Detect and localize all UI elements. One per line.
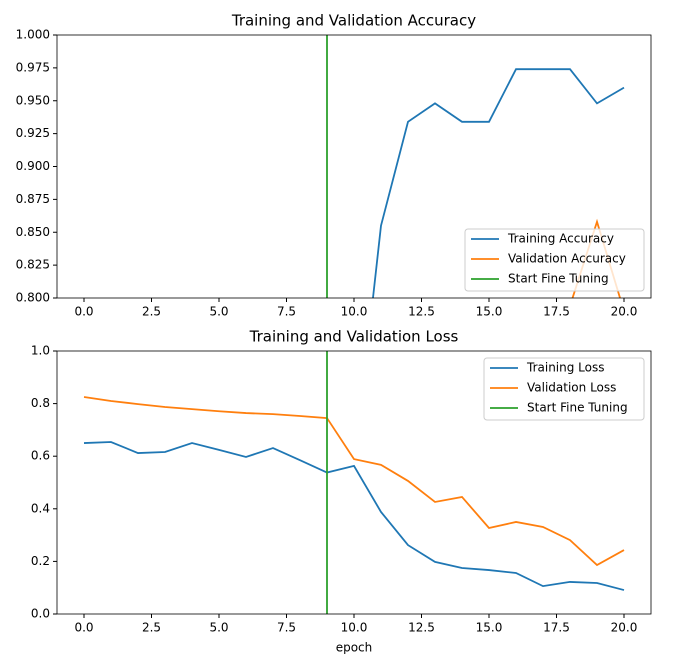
- legend: Training Accuracy Validation Accuracy Star…: [464, 228, 645, 292]
- x-tick-label: 2.5: [142, 621, 161, 635]
- x-tick-label: 17.5: [543, 621, 570, 635]
- x-tick-label: 5.0: [209, 305, 228, 319]
- x-tick-label: 10.0: [341, 305, 368, 319]
- legend-label: Training Accuracy: [507, 232, 614, 246]
- x-tick-label: 7.5: [277, 305, 296, 319]
- x-tick-label: 5.0: [209, 621, 228, 635]
- series-line: [83, 396, 625, 567]
- y-tick-label: 0.975: [16, 60, 50, 74]
- x-tick-label: 0.0: [74, 621, 93, 635]
- x-tick-label: 2.5: [142, 305, 161, 319]
- y-tick-label: 1.000: [16, 28, 50, 42]
- legend-label: Validation Loss: [527, 381, 616, 395]
- y-tick-label: 0.825: [16, 258, 50, 272]
- x-tick-label: 20.0: [611, 305, 638, 319]
- chart-title: Training and Validation Accuracy: [231, 12, 476, 30]
- legend: Training Loss Validation Loss Start Fine T…: [483, 357, 645, 421]
- axes-frame: [56, 350, 652, 615]
- chart-title: Training and Validation Loss: [249, 328, 459, 346]
- x-tick-label: 7.5: [277, 621, 296, 635]
- y-tick-label: 0.950: [16, 93, 50, 107]
- y-tick-label: 0.6: [31, 449, 50, 463]
- x-tick-label: 12.5: [408, 621, 435, 635]
- legend-box: [483, 357, 645, 421]
- y-tick-label: 0.925: [16, 126, 50, 140]
- plot-area: [326, 35, 625, 298]
- y-tick-label: 0.8: [31, 396, 50, 410]
- legend-label: Start Fine Tuning: [508, 272, 609, 286]
- y-tick-label: 0.875: [16, 192, 50, 206]
- x-axis-label: epoch: [336, 641, 373, 655]
- series-line: [372, 68, 625, 298]
- legend-label: Training Loss: [526, 361, 604, 375]
- x-tick-label: 10.0: [341, 621, 368, 635]
- axes-frame: [56, 34, 652, 299]
- x-tick-label: 15.0: [476, 621, 503, 635]
- y-tick-label: 0.850: [16, 225, 50, 239]
- y-tick-label: 0.800: [16, 291, 50, 305]
- x-tick-label: 15.0: [476, 305, 503, 319]
- x-tick-label: 0.0: [74, 305, 93, 319]
- y-tick-label: 0.0: [31, 607, 50, 621]
- y-tick-label: 0.4: [31, 501, 50, 515]
- legend-label: Start Fine Tuning: [527, 401, 628, 415]
- x-tick-label: 20.0: [611, 621, 638, 635]
- series-line: [83, 441, 625, 591]
- y-tick-label: 1.0: [31, 344, 50, 358]
- legend-box: [464, 228, 645, 292]
- y-tick-label: 0.2: [31, 554, 50, 568]
- y-tick-label: 0.900: [16, 159, 50, 173]
- plot-area: [83, 351, 625, 614]
- legend-label: Validation Accuracy: [508, 252, 626, 266]
- x-tick-label: 12.5: [408, 305, 435, 319]
- x-tick-label: 17.5: [543, 305, 570, 319]
